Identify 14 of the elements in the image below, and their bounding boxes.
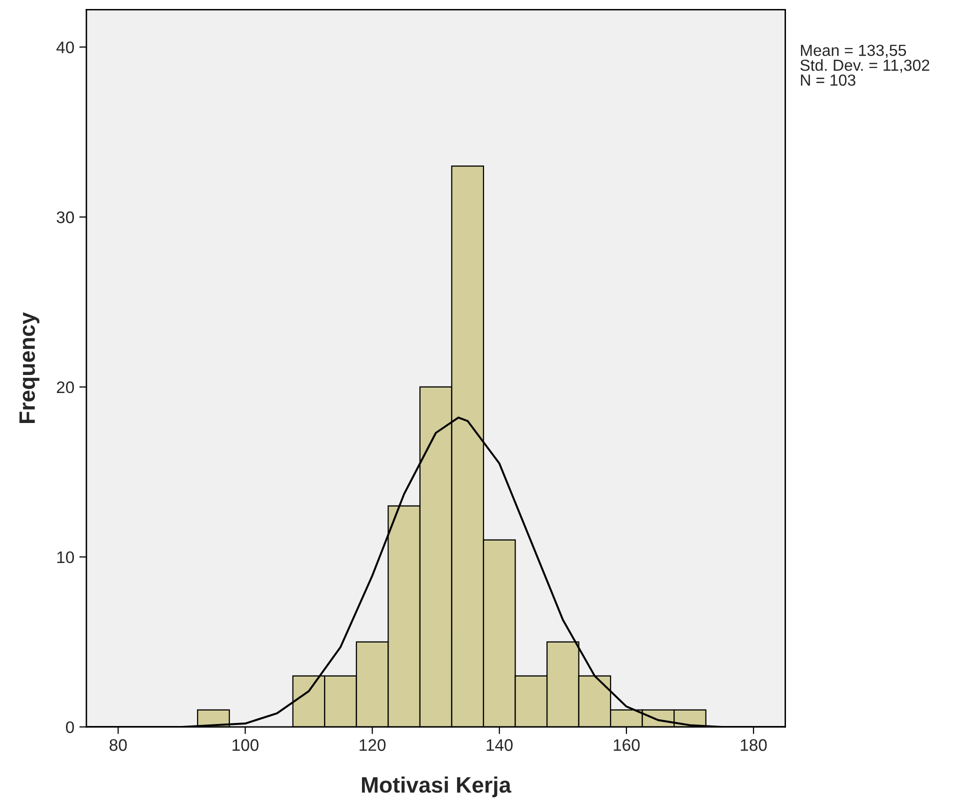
x-tick-label: 180: [740, 739, 767, 751]
y-tick-label: 20: [56, 381, 74, 394]
x-tick-label: 120: [360, 739, 386, 751]
x-tick-label: 140: [486, 739, 513, 751]
x-tick-label: 80: [110, 739, 127, 751]
y-tick-label: 40: [56, 41, 74, 54]
x-axis-title: Motivasi Kerja: [362, 776, 512, 798]
y-tick-label: 10: [57, 551, 74, 564]
y-tick-label: 30: [56, 211, 74, 224]
text: Mean = 133,55 Std. Dev. = 11,302 N = 103: [800, 44, 930, 86]
y-axis-title: Frequency: [19, 312, 40, 423]
y-tick-label: 0: [66, 721, 74, 734]
x-tick-label: 160: [614, 739, 640, 751]
x-tick-label: 100: [232, 739, 258, 751]
